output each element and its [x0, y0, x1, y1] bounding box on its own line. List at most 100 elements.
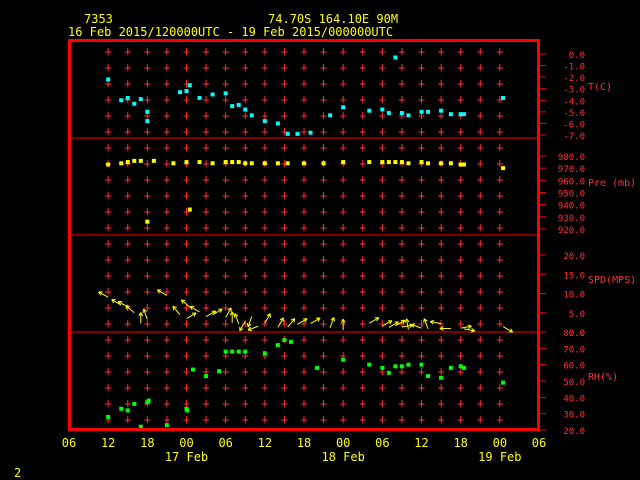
wind-arrow-head	[189, 306, 193, 311]
wind-arrow-head	[510, 328, 514, 333]
humidity-point	[191, 367, 196, 372]
temperature-point	[341, 105, 346, 110]
pressure-point	[302, 161, 306, 166]
wind-arrow-head	[246, 322, 249, 328]
y-tick-label: -1.0	[563, 63, 585, 73]
station-id: 7353	[84, 12, 113, 26]
wind-arrow	[369, 317, 380, 324]
humidity-point	[125, 408, 130, 413]
wind-arrow-head	[342, 318, 346, 323]
temperature-point	[399, 111, 404, 116]
humidity-point	[282, 338, 287, 343]
humidity-point	[406, 362, 411, 367]
humidity-point	[380, 365, 385, 370]
panel-label: RH(%)	[588, 372, 618, 383]
pressure-point	[236, 160, 241, 165]
humidity-point	[262, 351, 267, 356]
wind-arrow-head	[233, 313, 236, 318]
panel-label: Pre (mb)	[588, 178, 636, 189]
temperature-point	[367, 108, 372, 113]
wind-arrow	[329, 317, 335, 328]
pressure-point	[399, 160, 404, 165]
humidity-point	[367, 362, 372, 367]
humidity-point	[458, 364, 463, 369]
pressure-point	[249, 161, 254, 166]
pressure-point	[230, 160, 235, 165]
temperature-point	[308, 130, 313, 135]
wind-arrow-head	[439, 326, 444, 329]
wind-arrow-head	[111, 299, 115, 304]
wind-arrow-head	[138, 312, 142, 317]
page-number: 2	[14, 466, 21, 480]
temperature-point	[461, 112, 466, 117]
wind-arrow-head	[279, 317, 284, 321]
wind-arrow-head	[117, 301, 121, 306]
temperature-point	[458, 112, 463, 117]
temperature-point	[380, 107, 385, 112]
wind-arrow-head	[411, 323, 416, 325]
x-tick-label: 06	[532, 436, 546, 450]
temperature-point	[145, 119, 150, 124]
wind-arrow-head	[125, 305, 128, 310]
wind-arrow-head	[231, 311, 235, 316]
temperature-point	[426, 109, 431, 114]
wind-arrow	[181, 299, 191, 308]
plot-frame	[68, 39, 540, 431]
pressure-point	[197, 160, 202, 165]
panels: 0.0 -1.0-2.0 -3.0-4.0 -5.0-6.0 -7.0 T(C) 980.0…	[69, 48, 636, 437]
wind-arrow	[423, 318, 429, 330]
wind-arrow	[234, 313, 240, 325]
wind-arrow-head	[172, 306, 175, 311]
temperature-point	[230, 104, 235, 109]
humidity-point	[275, 343, 280, 348]
humidity-point	[223, 349, 228, 354]
temperature-point	[106, 77, 111, 82]
wind-arrow	[157, 289, 168, 296]
pressure-point	[275, 161, 280, 166]
wind-arrow-head	[290, 318, 295, 321]
y-tick-label: 30.0	[563, 411, 585, 421]
x-tick-label: 18	[453, 436, 467, 450]
pressure-point	[439, 161, 444, 166]
temperature-point	[393, 55, 398, 60]
humidity-point	[146, 398, 151, 403]
y-tick-label: 940.0	[558, 202, 585, 212]
wind-arrow	[460, 325, 472, 329]
y-tick-label: 70.0	[563, 345, 585, 355]
pressure-point	[138, 158, 143, 163]
wind-arrow-head	[219, 308, 223, 313]
wind-arrow-head	[468, 325, 472, 330]
wind-arrow-head	[98, 291, 102, 296]
pressure-point	[285, 161, 290, 166]
temperature-point	[448, 112, 453, 117]
x-tick-label: 12	[101, 436, 115, 450]
pressure-point	[132, 158, 137, 163]
wind-arrow	[406, 318, 409, 330]
pressure-point	[151, 158, 156, 163]
y-tick-label: 20.0	[563, 427, 585, 437]
wind-arrow-head	[467, 324, 472, 327]
pressure-point	[448, 161, 453, 166]
temperature-point	[132, 101, 137, 106]
temperature-point	[223, 91, 228, 96]
x-date-label: 18 Feb	[321, 450, 364, 464]
y-tick-label: 960.0	[558, 177, 585, 187]
temperature-point	[249, 113, 254, 118]
wind-arrow-head	[180, 299, 184, 304]
y-tick-label: -7.0	[563, 132, 585, 142]
wind-arrow-head	[247, 326, 251, 331]
y-tick-label: -2.0	[563, 74, 585, 84]
wind-arrow	[310, 317, 321, 324]
wind-arrow-head	[470, 330, 475, 333]
humidity-point	[315, 365, 320, 370]
wind-arrow	[172, 305, 181, 315]
humidity-point	[419, 362, 424, 367]
wind-arrow	[502, 326, 513, 333]
wind-arrow	[143, 308, 148, 320]
temperature-point	[275, 121, 280, 126]
temperature-panel: 0.0 -1.0-2.0 -3.0-4.0 -5.0-6.0 -7.0 T(C)	[106, 51, 612, 142]
temperature-point	[145, 109, 150, 114]
y-tick-label: -4.0	[563, 97, 585, 107]
wind-arrow-head	[471, 327, 476, 332]
